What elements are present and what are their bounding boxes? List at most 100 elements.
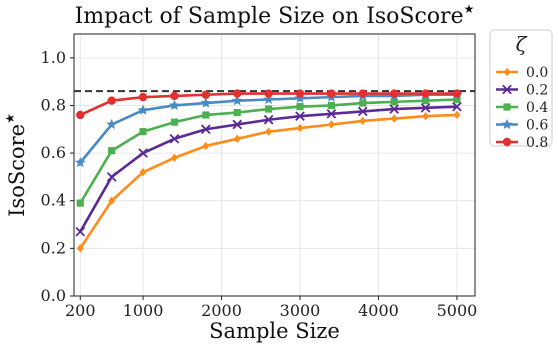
data-point-0.0-8 xyxy=(328,120,335,129)
legend-marker-0.6 xyxy=(501,118,513,130)
chart-title-superscript: ★ xyxy=(464,2,475,16)
data-point-0.2-2 xyxy=(138,148,148,158)
data-point-0.0-1 xyxy=(108,196,116,205)
data-point-0.4-6 xyxy=(265,105,273,113)
y-tick-label-5: 1.0 xyxy=(41,48,66,67)
legend-label-0.2: 0.2 xyxy=(526,83,548,99)
series-0.2 xyxy=(75,101,462,237)
legend: ζ 0.0 0.20.4 0.60.8 xyxy=(489,29,553,151)
data-point-0.2-3 xyxy=(169,133,180,144)
data-point-0.4-11 xyxy=(421,97,430,105)
data-point-0.8-10 xyxy=(389,89,399,98)
data-point-0.0-3 xyxy=(171,153,178,163)
data-point-0.4-7 xyxy=(296,103,304,111)
data-point-0.0-6 xyxy=(265,127,272,136)
data-point-0.8-11 xyxy=(421,89,430,98)
data-point-0.6-6 xyxy=(263,93,275,105)
x-tick-label-1: 1000 xyxy=(123,301,164,320)
data-point-0.8-5 xyxy=(233,89,242,98)
data-point-0.4-4 xyxy=(202,111,210,119)
x-tick-label-2: 2000 xyxy=(201,301,242,320)
data-point-0.2-4 xyxy=(200,124,211,135)
legend-label-0.8: 0.8 xyxy=(526,135,548,151)
series-line-0.4 xyxy=(79,98,457,204)
data-point-0.6-1 xyxy=(106,118,118,130)
data-point-0.8-0 xyxy=(76,110,85,120)
legend-item-0.4: 0.4 xyxy=(496,100,548,116)
data-point-0.4-1 xyxy=(108,147,116,155)
y-axis-label: IsoScore★ xyxy=(3,113,29,217)
data-point-0.6-5 xyxy=(231,95,243,106)
data-point-0.2-10 xyxy=(389,104,400,114)
data-point-0.8-12 xyxy=(452,89,462,98)
data-point-0.0-12 xyxy=(453,110,461,120)
y-ticks: 0.0 0.2 0.4 0.6 0.8 1.0 xyxy=(41,48,74,305)
data-point-0.4-2 xyxy=(139,128,147,136)
data-point-0.0-10 xyxy=(390,114,398,123)
data-point-0.4-3 xyxy=(170,118,179,126)
grid xyxy=(74,34,475,297)
legend-item-0.0: 0.0 xyxy=(496,65,548,81)
y-axis-label-main: IsoScore xyxy=(5,124,29,217)
data-point-0.2-1 xyxy=(106,172,117,182)
y-tick-label-1: 0.2 xyxy=(41,238,66,257)
data-point-0.8-1 xyxy=(107,96,116,105)
data-point-0.4-8 xyxy=(327,101,335,110)
data-point-0.2-7 xyxy=(295,111,305,122)
data-point-0.8-2 xyxy=(138,92,148,102)
y-tick-label-2: 0.4 xyxy=(41,191,66,210)
data-point-0.2-9 xyxy=(357,106,368,117)
series-group xyxy=(74,89,463,253)
series-line-0.2 xyxy=(79,105,457,233)
data-point-0.0-2 xyxy=(139,167,147,177)
data-point-0.0-7 xyxy=(296,123,304,133)
data-point-0.0-0 xyxy=(76,244,84,253)
data-point-0.2-8 xyxy=(326,108,337,119)
x-tick-label-5: 5000 xyxy=(437,301,478,320)
legend-item-0.2: 0.2 xyxy=(496,83,548,99)
data-point-0.6-0 xyxy=(74,156,86,168)
data-point-0.8-6 xyxy=(264,89,273,98)
x-tick-label-0: 200 xyxy=(65,301,96,320)
data-point-0.2-6 xyxy=(263,114,274,125)
data-point-0.6-4 xyxy=(200,97,212,108)
legend-marker-0.2 xyxy=(502,84,512,95)
chart-title: Impact of Sample Size on IsoScore★ xyxy=(75,2,475,29)
data-point-0.8-7 xyxy=(295,89,305,98)
legend-marker-0.0 xyxy=(503,67,511,77)
legend-marker-0.8 xyxy=(502,137,512,147)
y-tick-label-3: 0.6 xyxy=(41,143,66,162)
data-point-0.4-9 xyxy=(359,99,367,107)
plot-frame xyxy=(73,33,476,297)
data-point-0.2-5 xyxy=(232,119,243,130)
x-ticks: 200 1000 2000 3000 4000 5000 xyxy=(65,296,477,320)
legend-label-0.6: 0.6 xyxy=(526,118,548,134)
data-point-0.4-12 xyxy=(453,95,461,104)
legend-label-0.0: 0.0 xyxy=(526,65,548,81)
x-tick-label-3: 3000 xyxy=(280,301,321,320)
data-point-0.2-11 xyxy=(420,102,431,113)
series-0.8 xyxy=(76,89,462,120)
data-point-0.0-9 xyxy=(359,116,367,126)
legend-title: ζ xyxy=(516,32,528,56)
data-point-0.8-9 xyxy=(358,89,367,98)
legend-label-0.4: 0.4 xyxy=(526,100,548,116)
data-point-0.4-0 xyxy=(76,199,84,207)
data-point-0.2-0 xyxy=(75,226,86,237)
data-point-0.0-4 xyxy=(202,141,210,151)
legend-box xyxy=(489,29,553,147)
y-tick-label-4: 0.8 xyxy=(41,95,66,114)
series-0.0 xyxy=(76,110,461,253)
data-point-0.0-5 xyxy=(233,134,241,143)
data-point-0.6-2 xyxy=(137,104,149,115)
data-point-0.6-7 xyxy=(294,92,306,103)
data-point-0.4-5 xyxy=(233,109,241,117)
data-point-0.4-10 xyxy=(390,98,398,106)
series-0.4 xyxy=(76,95,461,207)
legend-item-0.6: 0.6 xyxy=(496,118,548,134)
data-point-0.8-8 xyxy=(327,89,336,98)
data-point-0.6-3 xyxy=(169,99,180,111)
y-tick-label-0: 0.0 xyxy=(41,286,66,305)
legend-item-0.8: 0.8 xyxy=(496,135,548,151)
